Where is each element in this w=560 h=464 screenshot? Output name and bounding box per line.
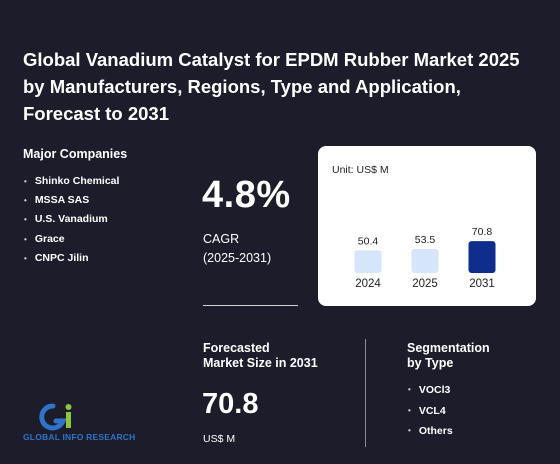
major-companies-heading: Major Companies xyxy=(23,147,128,161)
segmentation-heading: Segmentation by Type xyxy=(407,341,490,371)
company-name: Shinko Chemical xyxy=(34,175,120,187)
bullet-icon: • xyxy=(24,253,27,263)
bullet-icon: • xyxy=(24,215,27,225)
segment-item: • VOCl3 xyxy=(408,380,453,401)
category-label-2025: 2025 xyxy=(412,278,438,290)
bullet-icon: • xyxy=(24,196,27,206)
company-item: • Grace xyxy=(24,230,119,249)
cagr-label: CAGR (2025-2031) xyxy=(203,230,271,268)
company-name: U.S. Vanadium xyxy=(34,213,108,226)
company-logo: GLOBAL INFO RESEARCH xyxy=(23,402,148,446)
value-label-2025: 53.5 xyxy=(415,234,436,246)
segmentation-list: • VOCl3 • VCL4 • Others xyxy=(408,380,453,442)
bar-2024 xyxy=(354,250,382,273)
logo-text: GLOBAL INFO RESEARCH xyxy=(23,432,136,442)
company-item: • CNPC Jilin xyxy=(24,249,119,268)
segmentation-heading-line2: by Type xyxy=(407,356,454,370)
segment-name: VCL4 xyxy=(418,404,446,417)
company-item: • U.S. Vanadium xyxy=(24,210,119,229)
company-item: • Shinko Chemical xyxy=(24,172,119,191)
forecast-label-line1: Forecasted xyxy=(203,341,270,355)
bullet-icon: • xyxy=(24,177,27,186)
segmentation-heading-line1: Segmentation xyxy=(407,341,490,355)
forecast-label-line2: Market Size in 2031 xyxy=(203,356,318,370)
company-name: MSSA SAS xyxy=(34,194,90,207)
category-label-2024: 2024 xyxy=(355,278,381,290)
bullet-icon: • xyxy=(408,426,411,435)
value-label-2031: 70.8 xyxy=(472,226,493,238)
cagr-period: (2025-2031) xyxy=(203,251,272,265)
forecast-value: 70.8 xyxy=(202,388,259,420)
horizontal-divider xyxy=(203,305,298,306)
bullet-icon: • xyxy=(408,405,411,415)
segment-item: • Others xyxy=(408,421,453,442)
value-label-2024: 50.4 xyxy=(358,235,379,247)
segment-item: • VCL4 xyxy=(408,401,453,422)
bullet-icon: • xyxy=(24,234,27,244)
chart-unit-label: Unit: US$ M xyxy=(332,164,389,176)
company-name: Grace xyxy=(34,232,65,245)
segment-name: Others xyxy=(418,425,453,437)
bullet-icon: • xyxy=(408,385,411,394)
company-list: • Shinko Chemical • MSSA SAS • U.S. Vanadiu… xyxy=(24,172,119,268)
market-size-chart: Unit: US$ M 50.4 2024 53.5 2025 70.8 2031 xyxy=(318,146,536,306)
cagr-label-text: CAGR xyxy=(203,232,240,246)
bar-chart-svg: Unit: US$ M 50.4 2024 53.5 2025 70.8 2031 xyxy=(332,164,496,290)
forecast-unit: US$ M xyxy=(203,433,236,445)
report-title: Global Vanadium Catalyst for EPDM Rubber… xyxy=(23,49,520,124)
forecast-label: Forecasted Market Size in 2031 xyxy=(203,341,318,371)
segment-name: VOCl3 xyxy=(418,384,451,396)
company-name: CNPC Jilin xyxy=(34,251,89,264)
cagr-value: 4.8% xyxy=(202,174,291,216)
vertical-divider xyxy=(365,339,366,447)
logo-icon xyxy=(39,403,72,431)
bar-2031 xyxy=(468,241,496,273)
company-item: • MSSA SAS xyxy=(24,191,119,210)
category-label-2031: 2031 xyxy=(469,278,495,290)
bar-2025 xyxy=(411,248,439,273)
